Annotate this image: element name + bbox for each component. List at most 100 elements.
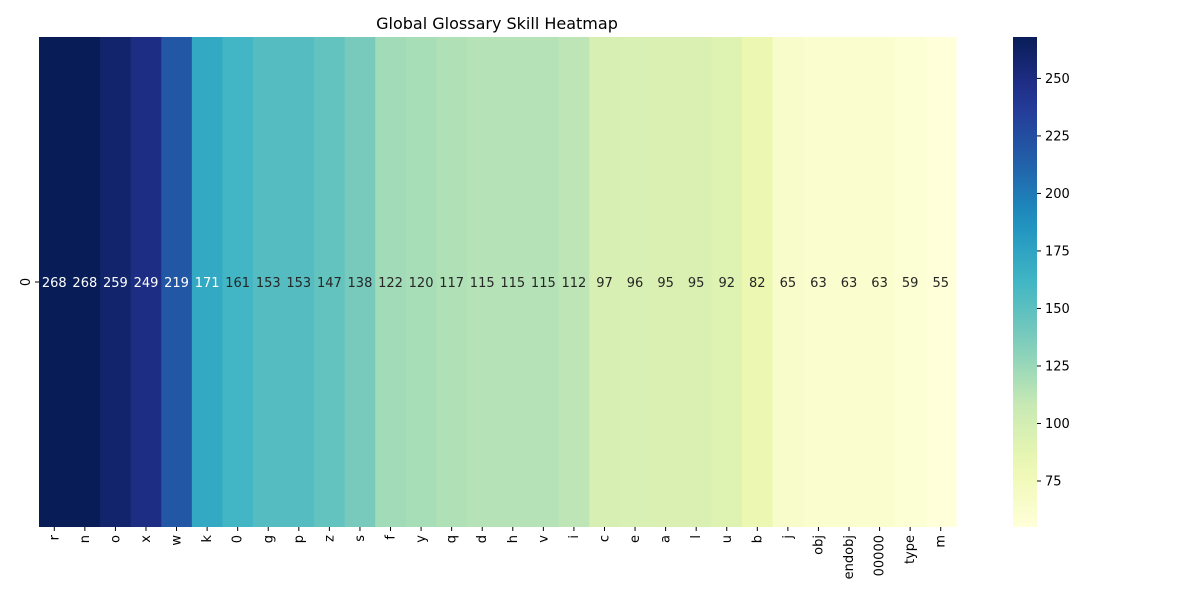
heatmap-cell: [894, 37, 927, 527]
colorbar-tick-label: 75: [1045, 474, 1062, 489]
cell-value-label: 96: [627, 276, 644, 291]
x-tick-label: i: [567, 535, 582, 539]
heatmap-cell: [130, 37, 162, 527]
heatmap-cell: [375, 37, 407, 527]
heatmap-cell: [558, 37, 590, 527]
heatmap-cell: [742, 37, 774, 527]
x-tick-label: d: [475, 535, 490, 543]
x-tick-label: h: [506, 535, 521, 543]
x-tick-label: v: [536, 535, 551, 543]
heatmap-cell: [69, 37, 101, 527]
heatmap-cell: [833, 37, 865, 527]
x-tick-label: r: [47, 534, 62, 540]
y-tick-label: 0: [19, 278, 34, 286]
heatmap-cell: [619, 37, 651, 527]
heatmap-cell: [283, 37, 315, 527]
cell-value-label: 95: [688, 276, 705, 291]
x-tick-label: u: [720, 535, 735, 543]
cell-value-label: 63: [810, 276, 827, 291]
cell-value-label: 59: [902, 276, 919, 291]
cell-value-label: 115: [531, 276, 556, 291]
chart-title: Global Glossary Skill Heatmap: [376, 14, 618, 33]
heatmap-cell: [252, 37, 285, 527]
colorbar-tick-label: 225: [1045, 129, 1070, 144]
x-tick-label: s: [353, 535, 368, 542]
x-tick-label: endobj: [842, 535, 857, 579]
x-tick-label: j: [781, 535, 796, 540]
x-tick-label: y: [414, 535, 429, 543]
heatmap-cell: [466, 37, 499, 527]
cell-value-label: 122: [378, 276, 403, 291]
heatmap-cell: [191, 37, 223, 527]
colorbar-gradient: [1013, 37, 1037, 527]
x-tick-label: q: [445, 535, 460, 543]
x-tick-label: k: [200, 535, 215, 543]
cell-value-label: 65: [780, 276, 797, 291]
cell-value-label: 268: [72, 276, 97, 291]
cell-value-label: 112: [562, 276, 587, 291]
heatmap-cell: [100, 37, 132, 527]
x-tick-label: c: [597, 535, 612, 542]
cell-value-label: 219: [164, 276, 189, 291]
x-tick-label: f: [384, 535, 399, 540]
colorbar-tick-label: 200: [1045, 187, 1070, 202]
colorbar-ticks: 75 100 125 150 175 200 225 250: [1037, 72, 1070, 489]
cell-value-label: 117: [439, 276, 464, 291]
cell-value-label: 138: [348, 276, 373, 291]
heatmap-cell: [314, 37, 346, 527]
cell-value-label: 249: [134, 276, 159, 291]
heatmap-cell: [222, 37, 254, 527]
x-tick-label: 0: [231, 535, 246, 543]
colorbar-tick-label: 175: [1045, 244, 1070, 259]
heatmap-cell: [528, 37, 560, 527]
heatmap-cell: [436, 37, 468, 527]
cell-value-label: 82: [749, 276, 766, 291]
x-tick-label: n: [78, 535, 93, 543]
heatmap-cell: [39, 37, 71, 527]
heatmap-cell: [161, 37, 193, 527]
x-tick-label: g: [261, 535, 276, 543]
x-tick-label: 00000: [873, 535, 888, 576]
colorbar: [1013, 37, 1037, 527]
cell-value-label: 161: [225, 276, 250, 291]
x-tick-label: b: [750, 535, 765, 543]
heatmap-cell: [803, 37, 835, 527]
colorbar-tick-label: 250: [1045, 72, 1070, 87]
cell-value-label: 63: [841, 276, 858, 291]
cell-value-label: 268: [42, 276, 67, 291]
cell-value-label: 115: [470, 276, 495, 291]
cell-value-label: 92: [718, 276, 735, 291]
heatmap-cell: [497, 37, 529, 527]
heatmap-cell: [405, 37, 437, 527]
y-axis-ticks: 0: [19, 278, 39, 286]
x-tick-label: a: [659, 535, 674, 543]
x-tick-label: w: [170, 535, 185, 546]
x-tick-label: x: [139, 535, 154, 543]
x-tick-label: e: [628, 535, 643, 543]
heatmap-cell: [344, 37, 376, 527]
cell-value-label: 97: [596, 276, 613, 291]
heatmap-cell: [925, 37, 957, 527]
colorbar-tick-label: 150: [1045, 302, 1070, 317]
heatmap-cell: [589, 37, 621, 527]
x-tick-label: l: [689, 535, 704, 539]
heatmap-cells: 268 268 259 249 219 171 161 153 153 147 138 122 120 1…: [39, 37, 957, 527]
heatmap-cell: [772, 37, 804, 527]
colorbar-tick-label: 125: [1045, 359, 1070, 374]
x-tick-label: obj: [811, 535, 826, 555]
colorbar-tick-label: 100: [1045, 417, 1070, 432]
cell-value-label: 153: [286, 276, 311, 291]
cell-value-label: 55: [932, 276, 949, 291]
cell-value-label: 115: [500, 276, 525, 291]
cell-value-label: 153: [256, 276, 281, 291]
heatmap-cell: [650, 37, 682, 527]
x-tick-label: type: [903, 535, 918, 564]
cell-value-label: 95: [657, 276, 674, 291]
cell-value-label: 63: [871, 276, 888, 291]
heatmap-cell: [711, 37, 743, 527]
x-tick-label: z: [322, 535, 337, 542]
cell-value-label: 171: [195, 276, 220, 291]
x-tick-label: o: [108, 535, 123, 543]
cell-value-label: 259: [103, 276, 128, 291]
